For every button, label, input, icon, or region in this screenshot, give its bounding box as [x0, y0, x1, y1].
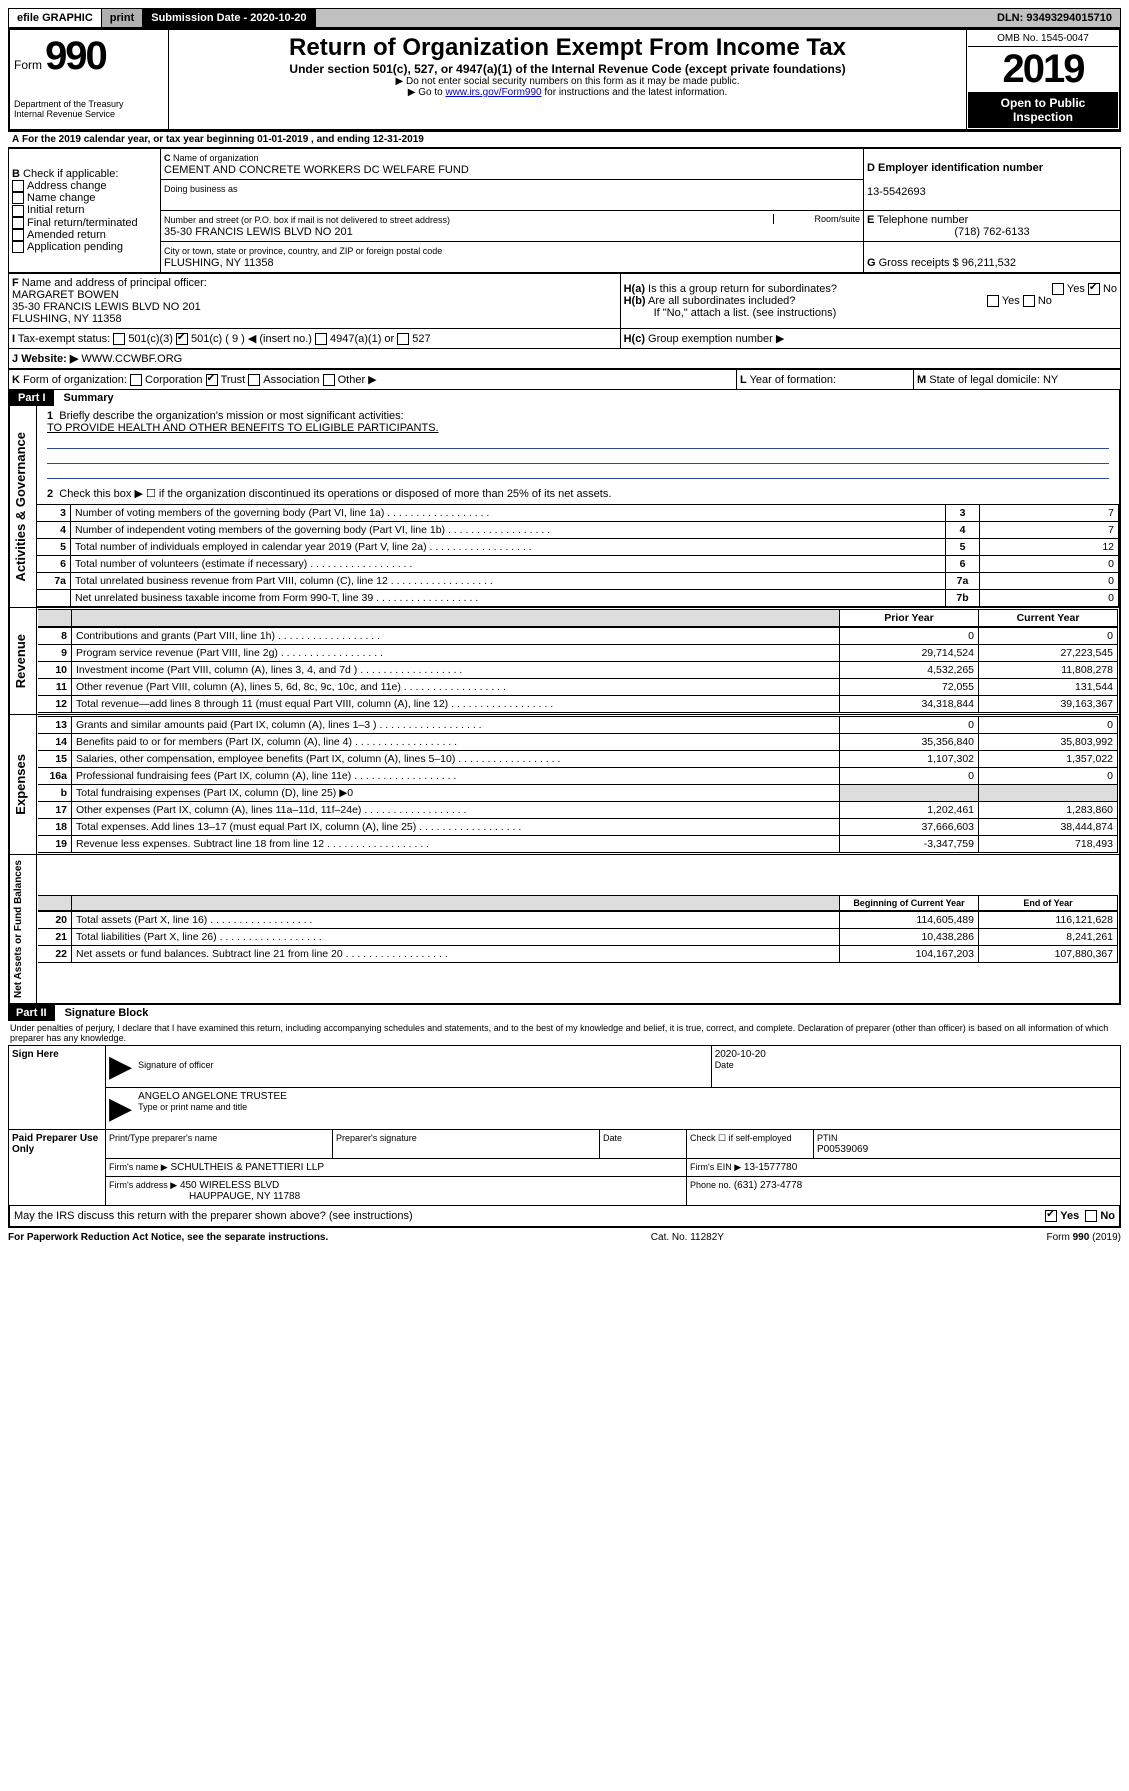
checkbox-initial-return[interactable] — [12, 205, 24, 217]
sidebar-governance: Activities & Governance — [11, 428, 30, 586]
org-address: 35-30 FRANCIS LEWIS BLVD NO 201 — [164, 226, 353, 238]
officer-group-grid: F Name and address of principal officer:… — [8, 273, 1121, 349]
checkbox-application-pending[interactable] — [12, 241, 24, 253]
check-applicable: Check if applicable: — [23, 168, 118, 180]
phone: (718) 762-6133 — [867, 226, 1117, 238]
website: WWW.CCWBF.ORG — [81, 353, 182, 365]
org-city: FLUSHING, NY 11358 — [164, 257, 274, 269]
omb-number: OMB No. 1545-0047 — [968, 31, 1118, 47]
discuss-line: May the IRS discuss this return with the… — [8, 1206, 1121, 1226]
sidebar-revenue: Revenue — [11, 630, 30, 692]
open-to-public: Open to PublicInspection — [968, 92, 1118, 128]
form-title: Return of Organization Exempt From Incom… — [173, 34, 962, 62]
sidebar-net-assets: Net Assets or Fund Balances — [11, 856, 26, 1002]
part1-header: Part ISummary — [10, 390, 1119, 406]
dln: DLN: 93493294015710 — [989, 9, 1120, 27]
page-footer: For Paperwork Reduction Act Notice, see … — [8, 1226, 1121, 1243]
firm-name: SCHULTHEIS & PANETTIERI LLP — [170, 1162, 324, 1173]
form-header: Form 990 Department of the Treasury Inte… — [8, 28, 1121, 131]
dba-label: Doing business as — [164, 184, 238, 194]
ein: 13-5542693 — [867, 186, 926, 198]
firm-ein: 13-1577780 — [744, 1162, 797, 1173]
officer-signed-name: ANGELO ANGELONE TRUSTEE — [138, 1091, 287, 1102]
form-subtitle: Under section 501(c), 527, or 4947(a)(1)… — [173, 62, 962, 76]
sign-here-block: Sign Here ▶ Signature of officer 2020-10… — [8, 1045, 1121, 1130]
tax-year: 2019 — [968, 47, 1118, 92]
goto-note: ▶ Go to www.irs.gov/Form990 for instruct… — [173, 87, 962, 98]
mission-text: TO PROVIDE HEALTH AND OTHER BENEFITS TO … — [47, 422, 439, 434]
sidebar-expenses: Expenses — [11, 750, 30, 819]
checkbox-address-change[interactable] — [12, 180, 24, 192]
org-name: CEMENT AND CONCRETE WORKERS DC WELFARE F… — [164, 164, 469, 176]
submission-date: Submission Date - 2020-10-20 — [143, 9, 315, 27]
ssn-note: Do not enter social security numbers on … — [173, 76, 962, 87]
form-prefix: Form — [14, 58, 42, 72]
tax-year-line: A For the 2019 calendar year, or tax yea… — [8, 131, 1121, 148]
firm-phone: (631) 273-4778 — [734, 1180, 802, 1191]
gross-receipts: 96,211,532 — [962, 257, 1016, 269]
dept-treasury: Department of the Treasury — [14, 99, 164, 109]
part2-header: Part IISignature Block — [8, 1005, 1121, 1021]
checkbox-name-change[interactable] — [12, 192, 24, 204]
efile-label[interactable]: efile GRAPHIC — [9, 9, 102, 27]
officer-name: MARGARET BOWEN — [12, 289, 119, 301]
print-button[interactable]: print — [102, 9, 143, 27]
firm-address: 450 WIRELESS BLVD — [180, 1180, 279, 1191]
ptin: P00539069 — [817, 1144, 868, 1155]
form990-link[interactable]: www.irs.gov/Form990 — [445, 87, 541, 98]
entity-info-grid: B Check if applicable: Address change Na… — [8, 148, 1121, 273]
checkbox-final-return[interactable] — [12, 217, 24, 229]
perjury-statement: Under penalties of perjury, I declare th… — [8, 1021, 1121, 1045]
irs-label: Internal Revenue Service — [14, 109, 164, 119]
form-number: 990 — [45, 34, 106, 78]
paid-preparer-block: Paid Preparer Use Only Print/Type prepar… — [8, 1130, 1121, 1206]
topbar: efile GRAPHIC print Submission Date - 20… — [8, 8, 1121, 28]
checkbox-amended[interactable] — [12, 229, 24, 241]
